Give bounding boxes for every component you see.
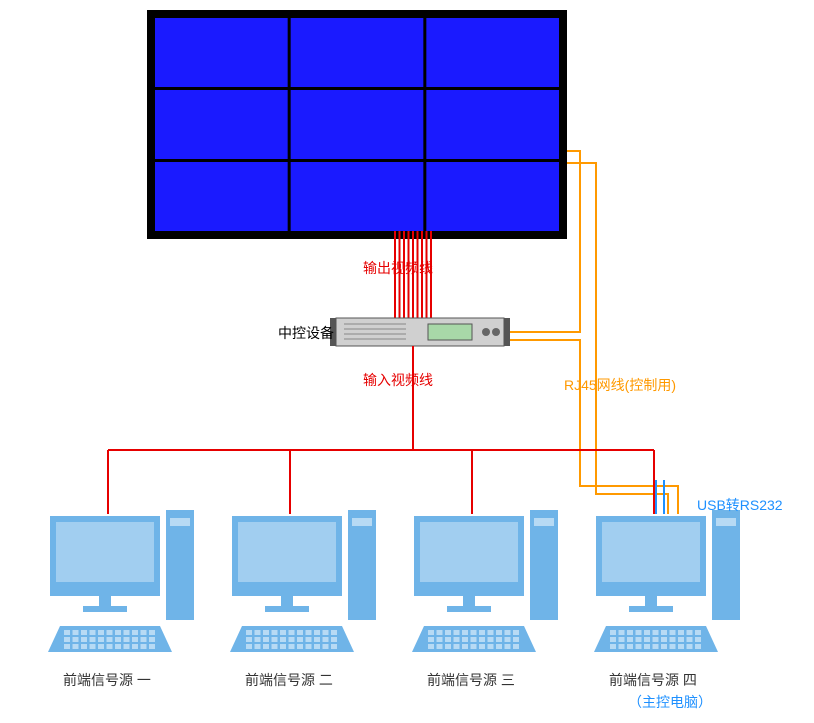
pc-group bbox=[48, 510, 740, 652]
pc-1 bbox=[48, 510, 194, 652]
pc2-label: 前端信号源 二 bbox=[245, 670, 333, 690]
input-video-label: 输入视频线 bbox=[363, 370, 433, 390]
controller-device bbox=[330, 318, 510, 346]
pc-3 bbox=[412, 510, 558, 652]
pc4-sublabel: （主控电脑） bbox=[628, 692, 712, 712]
video-wall bbox=[147, 10, 567, 239]
usb-rs232-label: USB转RS232 bbox=[697, 495, 783, 515]
topology-diagram bbox=[0, 0, 814, 723]
pc-2 bbox=[230, 510, 376, 652]
pc4-label: 前端信号源 四 bbox=[609, 670, 697, 690]
pc-4 bbox=[594, 510, 740, 652]
pc1-label: 前端信号源 一 bbox=[63, 670, 151, 690]
rj45-label: RJ45网线(控制用) bbox=[564, 375, 676, 395]
output-video-label: 输出视频线 bbox=[363, 258, 433, 278]
controller-label: 中控设备 bbox=[278, 323, 334, 343]
pc3-label: 前端信号源 三 bbox=[427, 670, 515, 690]
